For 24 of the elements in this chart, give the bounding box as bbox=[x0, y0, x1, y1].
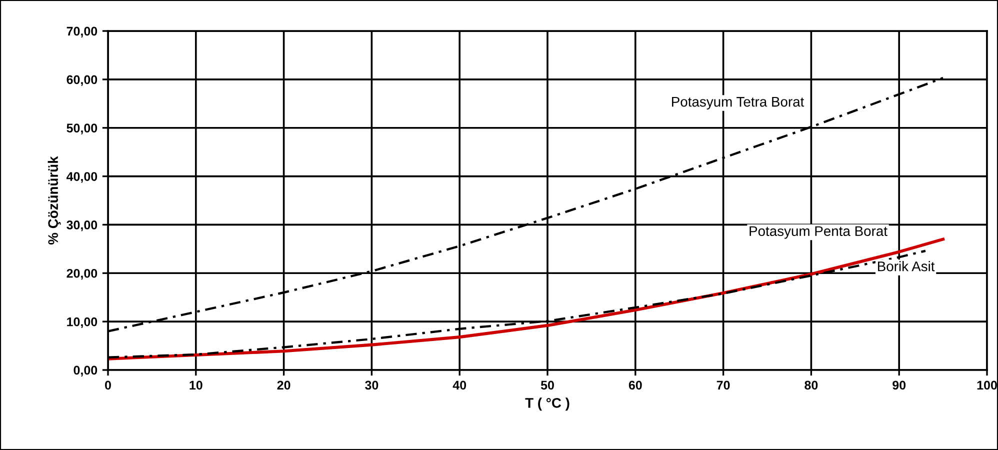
series-label: Borik Asit bbox=[878, 261, 935, 272]
x-tick-label: 60 bbox=[628, 380, 642, 390]
y-tick-label: 10,00 bbox=[67, 317, 98, 328]
x-tick-label: 100 bbox=[977, 380, 997, 390]
x-tick-label: 90 bbox=[892, 380, 906, 390]
y-tick-label: 40,00 bbox=[66, 172, 98, 183]
series-label: Potasyum Penta Borat bbox=[750, 226, 888, 239]
y-tick-label: 20,00 bbox=[66, 268, 98, 280]
x-tick-label: 50 bbox=[540, 380, 554, 390]
y-tick-label: 60,00 bbox=[66, 75, 98, 86]
y-tick-label: 30,00 bbox=[66, 220, 98, 232]
x-tick-label: 20 bbox=[277, 380, 290, 390]
x-tick-label: 40 bbox=[452, 380, 466, 390]
y-axis-title: % Çözünürük bbox=[48, 156, 61, 245]
x-tick-label: 30 bbox=[365, 380, 378, 390]
x-tick-label: 70 bbox=[716, 380, 730, 390]
x-axis-title: T ( °C ) bbox=[525, 398, 570, 411]
y-tick-label: 0,00 bbox=[74, 366, 98, 376]
series-label: Potasyum Tetra Borat bbox=[672, 97, 804, 110]
x-tick-label: 0 bbox=[105, 380, 111, 390]
y-tick-label: 70,00 bbox=[66, 26, 98, 38]
y-tick-label: 50,00 bbox=[66, 124, 98, 134]
x-tick-label: 10 bbox=[190, 380, 202, 390]
x-tick-label: 80 bbox=[804, 380, 818, 390]
